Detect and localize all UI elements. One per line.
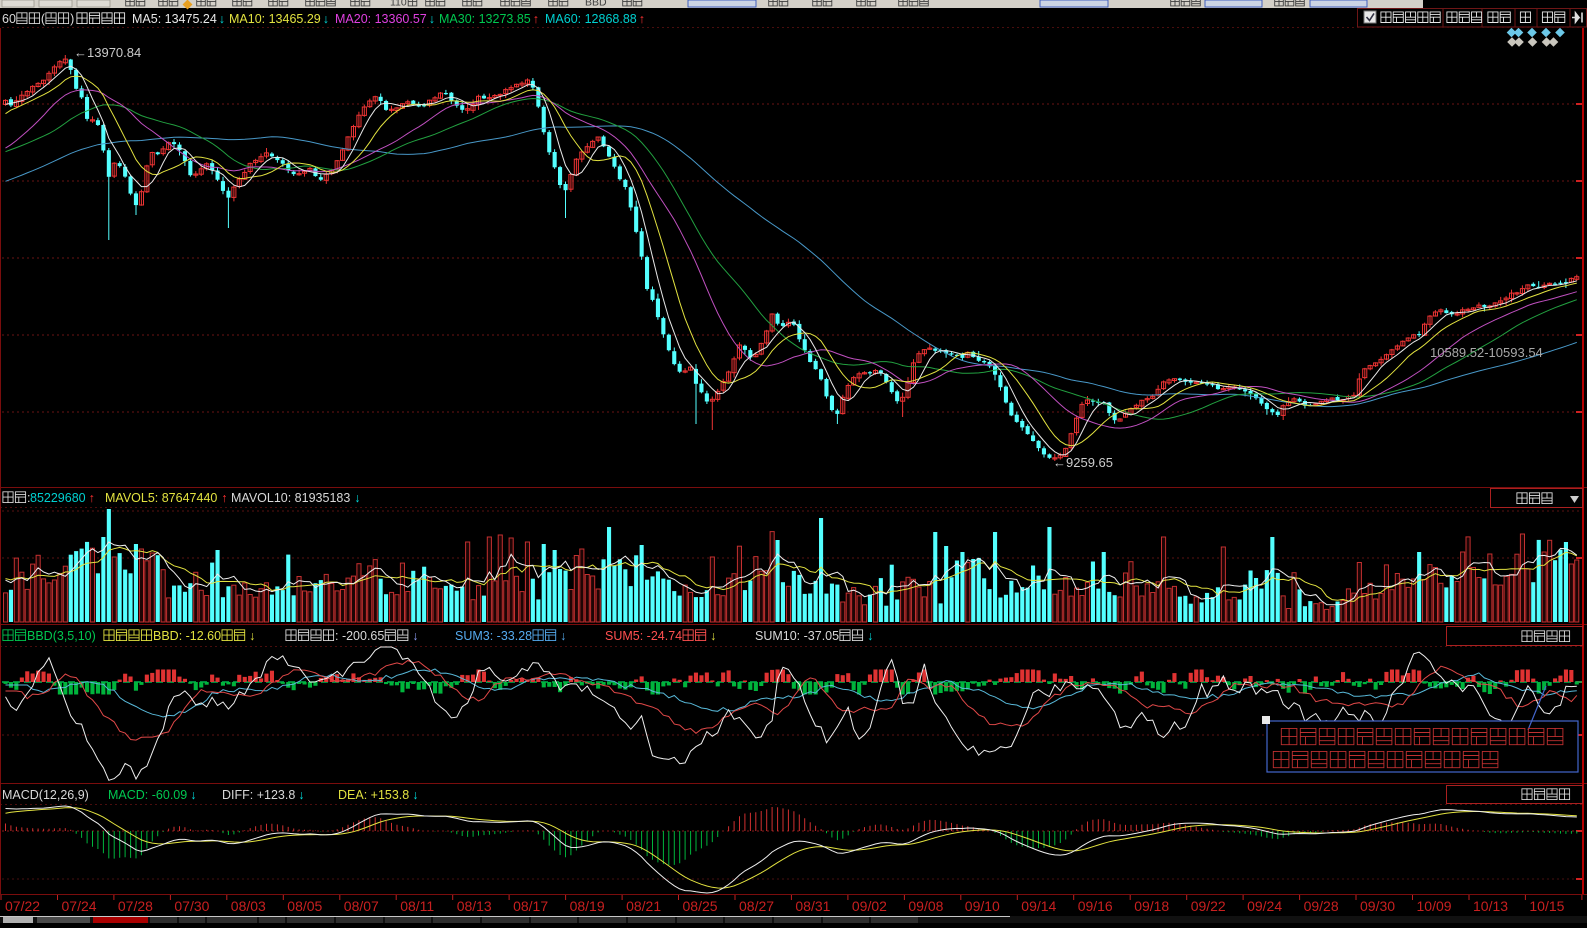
svg-text:↓: ↓	[412, 788, 418, 802]
svg-text:MACD: -60.09: MACD: -60.09	[108, 788, 187, 802]
svg-text:MA10: 13465.29: MA10: 13465.29	[229, 12, 321, 26]
svg-text:MAVOL5: 87647440: MAVOL5: 87647440	[105, 491, 217, 505]
svg-text:↓: ↓	[354, 491, 360, 505]
svg-text:07/22: 07/22	[5, 898, 40, 914]
svg-text:07/28: 07/28	[118, 898, 153, 914]
svg-text:60: 60	[2, 12, 16, 26]
svg-text:BBD(3,5,10): BBD(3,5,10)	[27, 629, 96, 643]
svg-text:SUM3: -33.28: SUM3: -33.28	[455, 629, 532, 643]
svg-text:MA20: 13360.57: MA20: 13360.57	[335, 12, 427, 26]
svg-text:MAVOL10: 81935183: MAVOL10: 81935183	[231, 491, 350, 505]
svg-text:07/24: 07/24	[62, 898, 97, 914]
svg-text:MACD(12,26,9): MACD(12,26,9)	[2, 788, 89, 802]
svg-text:MA30: 13273.85: MA30: 13273.85	[439, 12, 531, 26]
svg-text:MA5: 13475.24: MA5: 13475.24	[132, 12, 217, 26]
svg-text:08/11: 08/11	[400, 898, 434, 914]
svg-text:: -200.65: : -200.65	[335, 629, 384, 643]
svg-text:07/30: 07/30	[174, 898, 209, 914]
svg-text:09/02: 09/02	[852, 898, 887, 914]
svg-text:←13970.84: ←13970.84	[74, 45, 141, 60]
svg-text:↓: ↓	[710, 629, 716, 643]
svg-text:10589.52-10593.54: 10589.52-10593.54	[1430, 345, 1543, 360]
svg-text:): )	[70, 12, 74, 26]
svg-text:↓: ↓	[298, 788, 304, 802]
svg-text:(: (	[41, 12, 46, 26]
svg-text:08/03: 08/03	[231, 898, 266, 914]
svg-text:←9259.65: ←9259.65	[1053, 455, 1113, 470]
svg-text:↑: ↑	[639, 12, 645, 26]
svg-text:↓: ↓	[249, 629, 255, 643]
svg-text:08/21: 08/21	[626, 898, 661, 914]
svg-text:↓: ↓	[219, 12, 225, 26]
svg-text:08/25: 08/25	[683, 898, 718, 914]
svg-text:09/16: 09/16	[1078, 898, 1113, 914]
svg-text:08/19: 08/19	[570, 898, 605, 914]
svg-text::: :	[27, 491, 30, 505]
svg-text:110: 110	[390, 0, 407, 9]
svg-text:08/05: 08/05	[287, 898, 322, 914]
svg-text:MA60: 12868.88: MA60: 12868.88	[545, 12, 637, 26]
svg-text:↓: ↓	[323, 12, 329, 26]
svg-text:DIFF: +123.8: DIFF: +123.8	[222, 788, 295, 802]
svg-text:SUM10: -37.05: SUM10: -37.05	[755, 629, 839, 643]
svg-text:08/31: 08/31	[795, 898, 830, 914]
svg-text:BBD: BBD	[585, 0, 607, 9]
svg-text:10/15: 10/15	[1529, 898, 1564, 914]
svg-text:08/17: 08/17	[513, 898, 548, 914]
svg-text:09/08: 09/08	[908, 898, 943, 914]
svg-text:BBD: -12.60: BBD: -12.60	[153, 629, 221, 643]
svg-text:08/13: 08/13	[457, 898, 492, 914]
svg-text:DEA: +153.8: DEA: +153.8	[338, 788, 409, 802]
svg-text:10/09: 10/09	[1417, 898, 1452, 914]
svg-text:09/28: 09/28	[1304, 898, 1339, 914]
svg-text:09/10: 09/10	[965, 898, 1000, 914]
svg-text:08/27: 08/27	[739, 898, 774, 914]
svg-text:SUM5: -24.74: SUM5: -24.74	[605, 629, 682, 643]
svg-text:09/14: 09/14	[1021, 898, 1056, 914]
svg-text:↓: ↓	[190, 788, 196, 802]
svg-text:85229680: 85229680	[30, 491, 86, 505]
svg-text:09/30: 09/30	[1360, 898, 1395, 914]
svg-text:08/07: 08/07	[344, 898, 379, 914]
svg-text:↓: ↓	[429, 12, 435, 26]
svg-text:↑: ↑	[89, 491, 95, 505]
svg-text:09/18: 09/18	[1134, 898, 1169, 914]
svg-text:09/22: 09/22	[1191, 898, 1226, 914]
svg-text:09/24: 09/24	[1247, 898, 1282, 914]
svg-text:10/13: 10/13	[1473, 898, 1508, 914]
svg-text:↓: ↓	[867, 629, 873, 643]
svg-text:↓: ↓	[560, 629, 566, 643]
svg-text:↓: ↓	[412, 629, 418, 643]
svg-text:↑: ↑	[221, 491, 227, 505]
svg-text:↑: ↑	[533, 12, 539, 26]
